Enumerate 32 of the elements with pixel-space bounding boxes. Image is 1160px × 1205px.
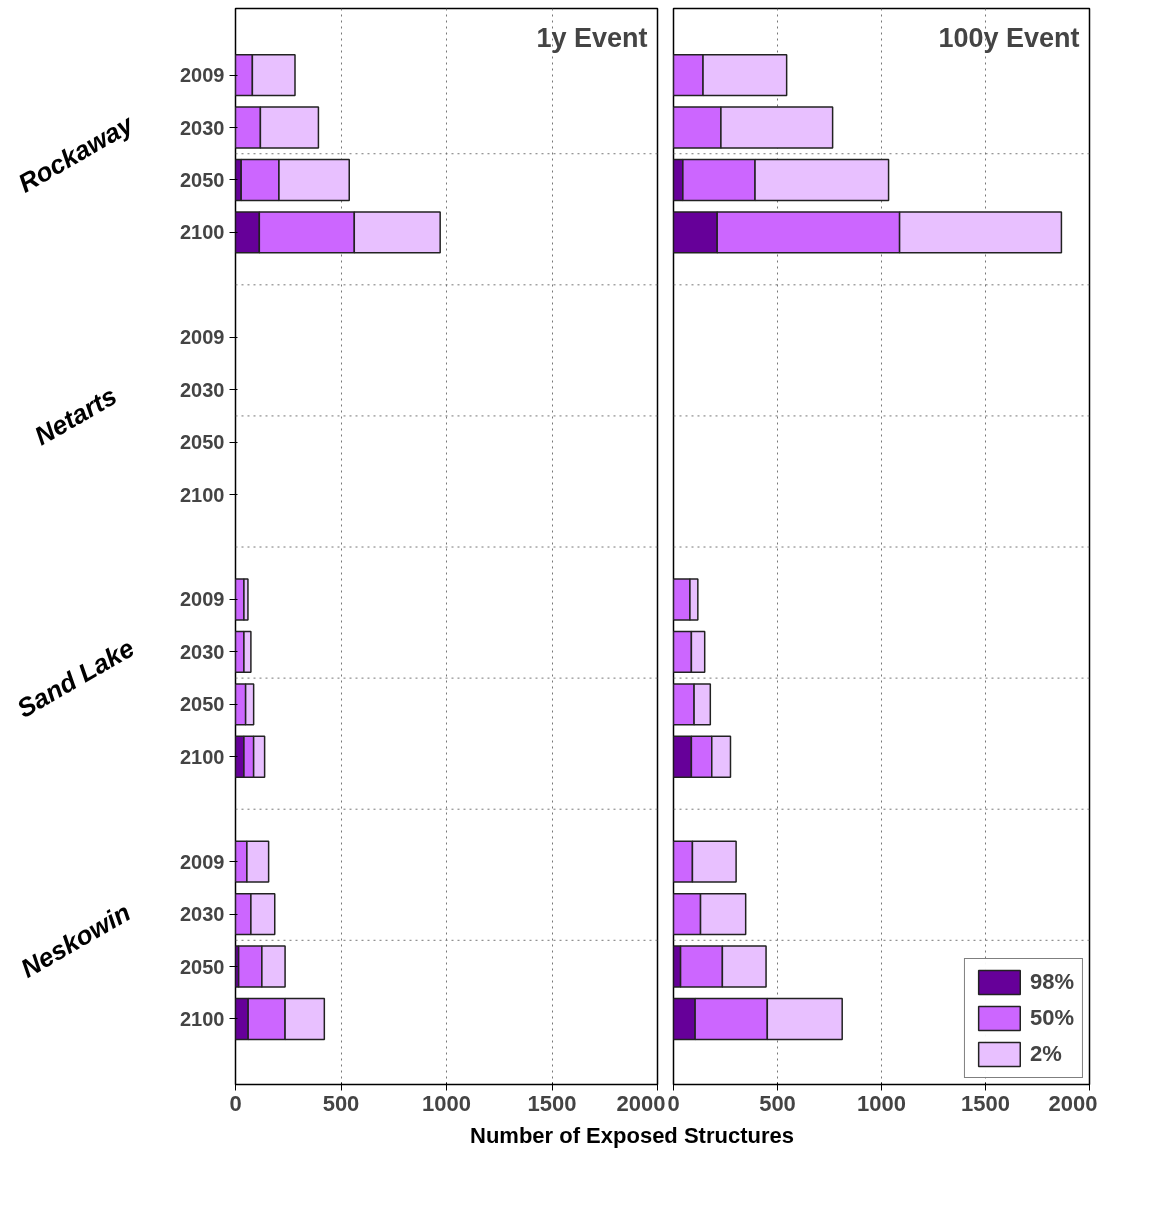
x-tick-label: 1000: [422, 1090, 471, 1116]
y-tick-label: 2100: [180, 221, 225, 244]
x-tick-label: 1500: [527, 1090, 577, 1116]
y-tick-label: 2050: [180, 955, 225, 978]
text: 1y Event: [536, 22, 648, 53]
legend-label: 50%: [1029, 1005, 1074, 1031]
y-tick-label: 2050: [180, 693, 225, 716]
x-tick-label: 500: [322, 1090, 360, 1116]
y-tick-label: 2030: [180, 903, 225, 926]
y-tick-label: 2009: [180, 588, 225, 611]
y-tick-label: 2100: [180, 483, 225, 506]
x-tick-label: 1000: [857, 1090, 906, 1116]
y-tick-label: 2030: [180, 116, 225, 139]
x-tick-label: 2000: [616, 1090, 666, 1116]
x-tick-label: 0: [667, 1090, 680, 1116]
text: 100y Event: [938, 22, 1080, 53]
legend-label: 2%: [1029, 1041, 1062, 1067]
y-tick-label: 2050: [180, 168, 225, 191]
x-tick-label: 500: [759, 1090, 796, 1116]
y-tick-label: 2009: [180, 64, 225, 87]
legend-label: 98%: [1029, 969, 1074, 995]
x-tick-label: 1500: [961, 1090, 1010, 1116]
y-tick-label: 2100: [180, 745, 225, 768]
y-tick-label: 2009: [180, 326, 225, 349]
y-tick-label: 2030: [180, 640, 225, 663]
x-tick-label: 2000: [1048, 1090, 1098, 1116]
x-axis-title: Number of Exposed Structures: [470, 1122, 794, 1150]
y-tick-label: 2100: [180, 1007, 225, 1030]
y-tick-label: 2050: [180, 431, 225, 454]
y-tick-label: 2009: [180, 850, 225, 873]
y-tick-label: 2030: [180, 378, 225, 401]
x-tick-label: 0: [229, 1090, 242, 1116]
